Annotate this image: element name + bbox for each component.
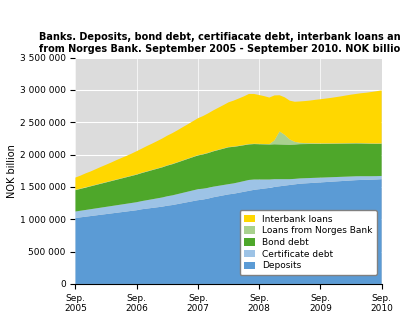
Y-axis label: NOK billion: NOK billion bbox=[7, 144, 17, 198]
Text: Banks. Deposits, bond debt, certifiacate debt, interbank loans and loans
from No: Banks. Deposits, bond debt, certifiacate… bbox=[39, 32, 400, 54]
Legend: Interbank loans, Loans from Norges Bank, Bond debt, Certificate debt, Deposits: Interbank loans, Loans from Norges Bank,… bbox=[240, 210, 377, 275]
